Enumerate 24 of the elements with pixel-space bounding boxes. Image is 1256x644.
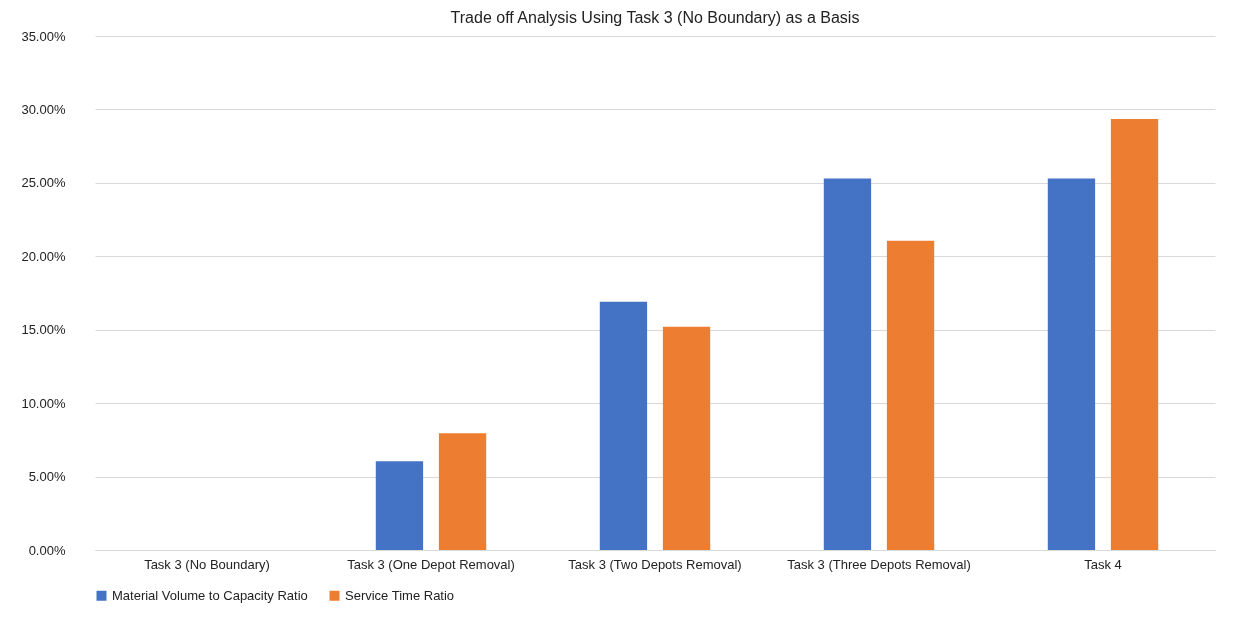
legend-label: Service Time Ratio <box>345 587 455 603</box>
x-tick-label: Task 3 (Three Depots Removal) <box>787 556 971 572</box>
bar <box>375 461 424 550</box>
y-tick-label: 0.00% <box>28 542 66 558</box>
y-tick-label: 25.00% <box>21 175 66 191</box>
x-tick-label: Task 4 <box>1084 556 1122 572</box>
y-tick-label: 15.00% <box>21 322 66 338</box>
bar <box>662 326 711 550</box>
bar <box>1110 118 1159 550</box>
y-tick-label: 20.00% <box>21 248 66 264</box>
y-tick-label: 35.00% <box>21 28 66 44</box>
bar <box>886 240 935 550</box>
x-tick-label: Task 3 (Two Depots Removal) <box>568 556 742 572</box>
x-tick-label: Task 3 (One Depot Removal) <box>347 556 515 572</box>
bar <box>599 301 648 550</box>
bar <box>1047 178 1096 550</box>
chart-title: Trade off Analysis Using Task 3 (No Boundary) as a Basis <box>450 9 860 26</box>
legend-label: Material Volume to Capacity Ratio <box>112 587 308 603</box>
y-tick-label: 30.00% <box>21 101 66 117</box>
x-tick-label: Task 3 (No Boundary) <box>144 556 270 572</box>
bar <box>823 178 872 550</box>
y-tick-label: 5.00% <box>28 469 66 485</box>
y-tick-label: 10.00% <box>21 395 66 411</box>
bar <box>438 433 487 550</box>
